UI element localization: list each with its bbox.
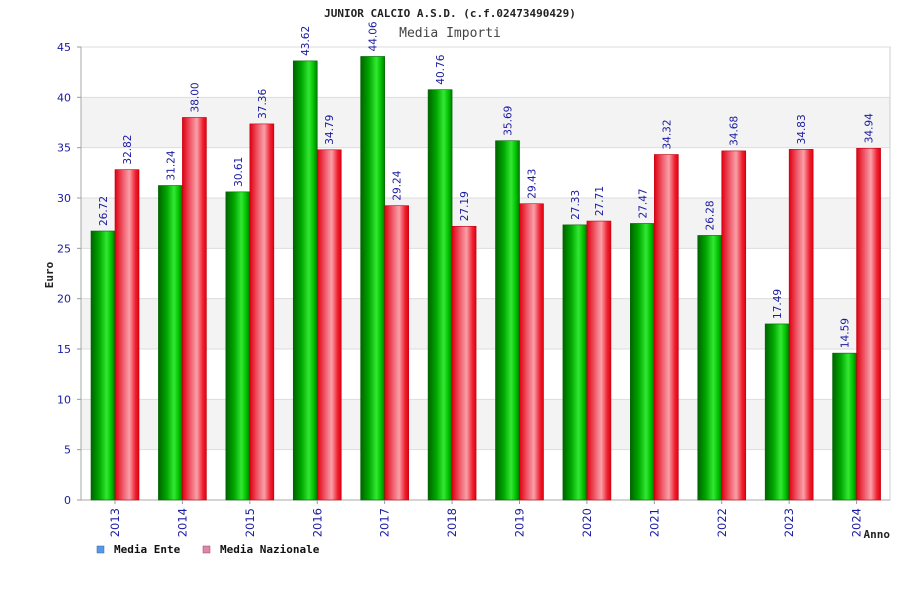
legend-swatch-nazionale [202, 545, 211, 554]
bar-media-ente [158, 185, 183, 501]
bar-media-ente [292, 60, 318, 501]
value-label-media-ente: 40.76 [435, 54, 447, 84]
bar-media-ente [427, 89, 453, 501]
value-label-media-ente: 14.59 [840, 318, 852, 348]
legend-label-nazionale: Media Nazionale [220, 543, 320, 556]
value-label-media-nazionale: 38.00 [189, 82, 201, 112]
plot-band [81, 399, 890, 450]
value-label-media-ente: 31.24 [165, 150, 177, 180]
bar-media-nazionale [249, 123, 275, 501]
x-tick-label: 2018 [445, 508, 459, 537]
x-tick-label: 2024 [850, 508, 864, 537]
x-tick-label: 2023 [782, 508, 796, 537]
plot-band [81, 449, 890, 500]
y-tick-label: 25 [57, 242, 71, 255]
bar-media-nazionale [384, 205, 409, 501]
x-axis-label: Anno [864, 528, 891, 541]
bar-media-ente [764, 323, 790, 501]
x-tick-label: 2016 [310, 508, 324, 537]
x-axis-ticks: 2013 2014 2015 2016 2017 2018 2019 2020 2021 2022… [108, 500, 864, 537]
plot-band [81, 147, 890, 198]
value-label-media-ente: 26.28 [705, 200, 717, 230]
value-label-media-ente: 27.47 [637, 188, 649, 218]
grid-lines [80, 46, 890, 501]
value-label-media-ente: 27.33 [570, 190, 582, 220]
x-tick-label: 2014 [175, 508, 189, 537]
value-label-media-nazionale: 27.19 [459, 191, 471, 221]
value-label-media-ente: 43.62 [300, 26, 312, 56]
bar-media-ente [225, 191, 251, 501]
y-axis-ticks: 0 5 10 15 20 25 30 35 40 45 [57, 41, 81, 507]
y-tick-label: 5 [64, 444, 71, 457]
value-label-media-nazionale: 27.71 [594, 186, 606, 216]
bar-media-nazionale [519, 203, 544, 501]
value-label-media-nazionale: 29.24 [392, 170, 404, 200]
x-tick-label: 2013 [108, 508, 122, 537]
bar-media-ente [495, 140, 520, 501]
value-label-media-ente: 26.72 [98, 196, 110, 226]
plot-band [81, 349, 890, 400]
bar-media-ente [360, 56, 385, 501]
plot-background [80, 46, 891, 501]
value-label-media-ente: 17.49 [772, 289, 784, 319]
value-label-media-nazionale: 29.43 [527, 169, 539, 199]
bar-media-nazionale [114, 169, 140, 501]
plot-band [81, 97, 890, 148]
y-tick-label: 35 [57, 142, 71, 155]
chart-subtitle: Media Importi [399, 26, 501, 41]
bar-media-ente [630, 223, 655, 501]
y-tick-label: 15 [57, 343, 71, 356]
x-tick-label: 2017 [378, 508, 392, 537]
bar-media-nazionale [586, 220, 612, 501]
bar-media-ente [697, 235, 723, 501]
chart-title: JUNIOR CALCIO A.S.D. (c.f.02473490429) [324, 7, 576, 20]
bar-media-ente [562, 224, 588, 501]
y-tick-label: 40 [57, 91, 71, 104]
bar-media-nazionale [856, 147, 881, 501]
bar-media-nazionale [721, 150, 747, 501]
x-tick-label: 2021 [647, 508, 661, 537]
y-tick-label: 0 [64, 494, 71, 507]
bar-media-nazionale [182, 117, 207, 501]
plot-band [81, 198, 890, 249]
value-label-media-nazionale: 37.36 [257, 89, 269, 119]
y-tick-label: 45 [57, 41, 71, 54]
value-label-media-ente: 35.69 [503, 106, 515, 136]
x-tick-label: 2015 [243, 508, 257, 537]
value-label-media-ente: 30.61 [233, 157, 245, 187]
y-tick-label: 30 [57, 192, 71, 205]
bar-media-nazionale [316, 149, 342, 501]
bar-media-ente [832, 352, 857, 501]
x-tick-label: 2019 [513, 508, 527, 537]
y-axis-label: Euro [43, 261, 56, 288]
legend: Media Ente Media Nazionale [96, 543, 320, 556]
value-label-media-nazionale: 32.82 [122, 135, 134, 165]
value-label-media-nazionale: 34.94 [864, 113, 876, 143]
bar-media-ente [90, 230, 116, 501]
plot-band [81, 47, 890, 98]
legend-swatch-ente [96, 545, 105, 554]
x-tick-label: 2022 [715, 508, 729, 537]
bars [90, 56, 881, 501]
value-label-media-nazionale: 34.83 [796, 114, 808, 144]
legend-label-ente: Media Ente [114, 543, 181, 556]
bar-media-nazionale [654, 154, 679, 501]
value-label-media-nazionale: 34.68 [729, 116, 741, 146]
bar-media-nazionale [451, 225, 477, 501]
value-label-media-ente: 44.06 [368, 21, 380, 51]
y-tick-label: 10 [57, 393, 71, 406]
y-tick-label: 20 [57, 293, 71, 306]
bar-value-labels: 26.72 32.82 31.24 38.00 30.61 37.36 43.62 34.79… [98, 21, 876, 348]
plot-band [81, 298, 890, 349]
plot-band [81, 248, 890, 299]
x-tick-label: 2020 [580, 508, 594, 537]
bar-media-nazionale [788, 149, 814, 501]
value-label-media-nazionale: 34.79 [324, 115, 336, 145]
value-label-media-nazionale: 34.32 [661, 119, 673, 149]
